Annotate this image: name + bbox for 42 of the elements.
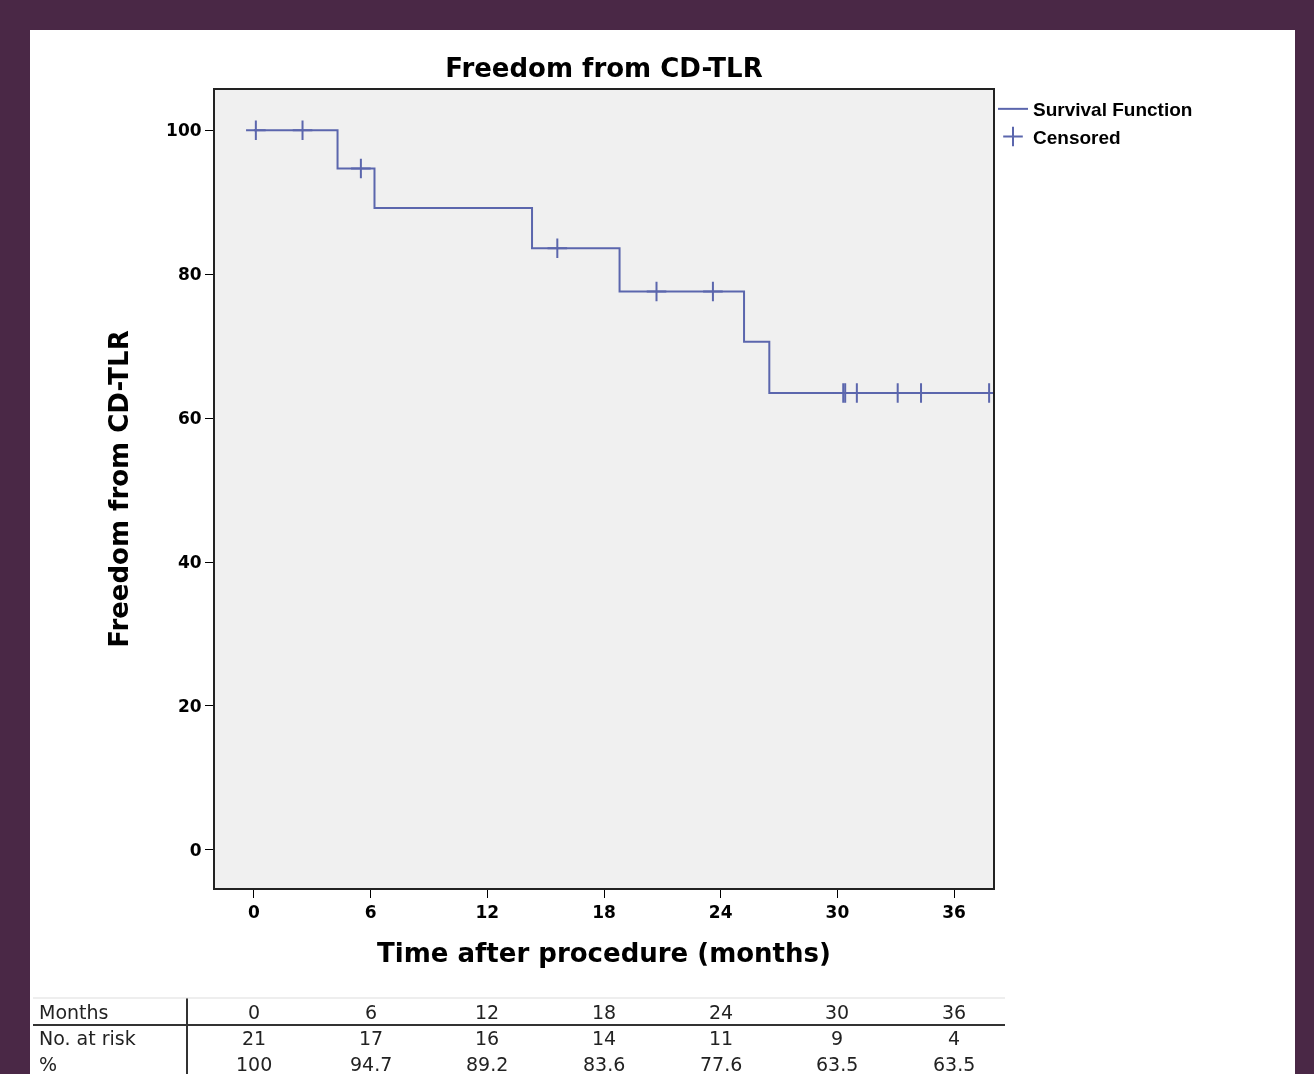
x-tick-label: 6 bbox=[364, 902, 377, 923]
text: Months bbox=[39, 1001, 109, 1023]
text: 11 bbox=[709, 1027, 734, 1049]
y-tick-label: 80 bbox=[177, 264, 202, 285]
text: 4 bbox=[948, 1027, 961, 1049]
y-axis-title: Freedom from CD-TLR bbox=[104, 330, 134, 648]
x-tick-label: 36 bbox=[942, 902, 966, 923]
chart-title: Freedom from CD-TLR bbox=[445, 53, 763, 84]
x-tick-label: 0 bbox=[247, 902, 260, 923]
text: 14 bbox=[592, 1027, 617, 1049]
y-tick-label: 40 bbox=[177, 551, 202, 572]
y-tick-label: 20 bbox=[177, 695, 202, 716]
text: No. at risk bbox=[39, 1027, 136, 1049]
legend-label: Censored bbox=[1033, 126, 1121, 148]
y-tick-label: 0 bbox=[189, 839, 202, 860]
text: 63.5 bbox=[816, 1053, 859, 1074]
x-tick-label: 24 bbox=[708, 902, 733, 923]
x-axis-title: Time after procedure (months) bbox=[377, 937, 831, 968]
x-tick-label: 18 bbox=[592, 902, 616, 923]
text: 36 bbox=[942, 1001, 967, 1023]
text: 89.2 bbox=[466, 1053, 509, 1074]
text: 30 bbox=[825, 1001, 850, 1023]
text: 0 bbox=[248, 1001, 261, 1023]
text: 17 bbox=[359, 1027, 384, 1049]
text: 21 bbox=[242, 1027, 267, 1049]
text: 18 bbox=[592, 1001, 617, 1023]
text: 94.7 bbox=[350, 1053, 393, 1074]
y-tick-label: 60 bbox=[177, 408, 202, 429]
text: 9 bbox=[831, 1027, 844, 1049]
text: 12 bbox=[475, 1001, 500, 1023]
x-tick-label: 30 bbox=[825, 902, 850, 923]
text: 100 bbox=[236, 1053, 273, 1074]
text: 63.5 bbox=[933, 1053, 976, 1074]
y-tick-label: 100 bbox=[166, 120, 202, 141]
text: 83.6 bbox=[583, 1053, 626, 1074]
text: 16 bbox=[475, 1027, 500, 1049]
legend-label: Survival Function bbox=[1033, 99, 1193, 121]
text: 6 bbox=[365, 1001, 378, 1023]
x-tick-label: 12 bbox=[475, 902, 500, 923]
text: 77.6 bbox=[700, 1053, 743, 1074]
text: % bbox=[39, 1053, 58, 1074]
text: 24 bbox=[709, 1001, 734, 1023]
